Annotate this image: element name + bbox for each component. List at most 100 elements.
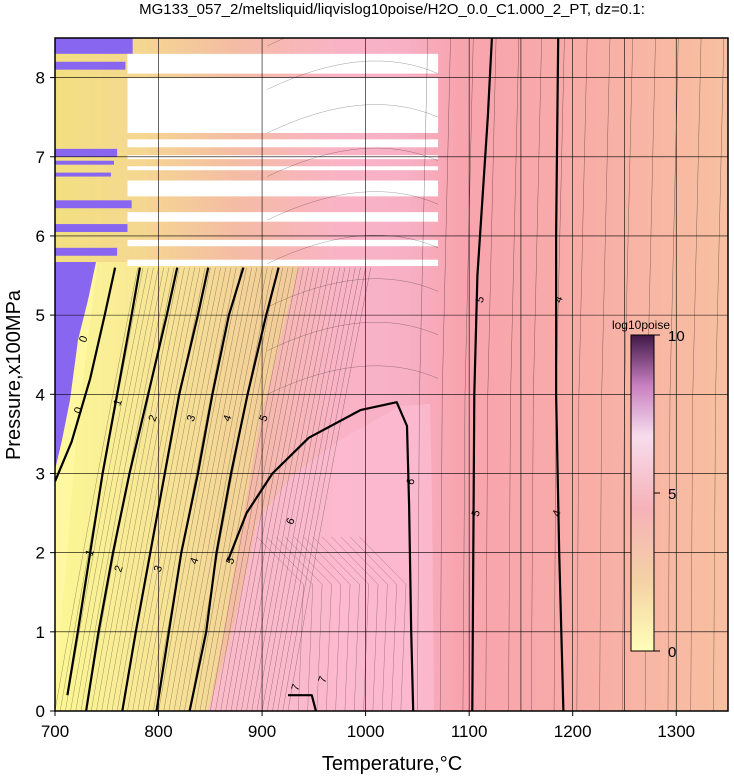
missing-data-band [127,77,439,134]
minor-contour-line [282,267,366,711]
purple-band [55,160,115,165]
y-tick-label: 2 [36,544,45,563]
missing-data-band [127,155,439,160]
contour-line-3 [121,267,210,711]
minor-contour-line [106,267,190,711]
minor-contour-line [148,267,232,711]
minor-contour-line [287,267,371,711]
y-tick-label: 1 [36,623,45,642]
minor-contour-line [111,267,195,711]
minor-contour-line [75,267,159,711]
contour-line-4 [555,38,565,711]
contour-label: 4 [550,508,563,518]
contour-label: 4 [188,556,201,566]
contour-label: 5 [257,413,270,423]
minor-contour-line [80,267,164,711]
y-tick-label: 6 [36,227,45,246]
purple-band [55,148,118,157]
y-tick-label: 3 [36,464,45,483]
major-contours [55,38,565,711]
plot-area: 0 0 1 1 2 2 3 3 4 4 5 5 6 6 7 7 5 5 4 4 [55,38,728,711]
minor-contour-line [267,322,439,351]
purple-bands [55,38,133,256]
minor-contour-line [267,365,439,395]
contour-label: 6 [284,516,297,526]
missing-data-band [127,180,439,197]
minor-contour-line [127,267,211,711]
colorbar-gradient [630,334,655,652]
contour-label: 1 [111,398,124,408]
minor-contour-line [267,267,351,711]
purple-band [55,200,132,209]
contour-label: 3 [185,413,198,423]
missing-data-band [127,212,439,222]
minor-contour-line [199,267,283,711]
y-axis: 0 1 2 3 4 5 6 7 8 [36,69,55,721]
contour-label: 5 [224,556,237,566]
minor-contour-line [204,267,289,711]
colorbar-title: log10poise [612,318,670,332]
minor-contour-line [184,267,268,711]
contour-label: 0 [72,406,85,416]
x-tick-label: 800 [144,722,172,741]
contour-label: 1 [83,548,96,558]
contour-label: 4 [221,413,234,423]
x-tick-label: 1300 [657,722,695,741]
colorbar: log10poise 0 5 10 [612,318,685,661]
minor-contour-line [168,267,252,711]
plot-frame [54,37,729,712]
colorbar-tick-label: 10 [668,328,685,345]
contour-label: 5 [470,508,483,518]
minor-contour-line [194,267,278,711]
minor-contour-line [142,267,227,711]
minor-contour-line [132,267,216,711]
contour-line-7 [288,694,317,711]
minor-contour-line [163,267,247,711]
minor-contour-line [137,267,221,711]
minor-contour-line [210,267,294,711]
minor-contour-line [241,267,325,711]
missing-data-band [127,166,439,171]
purple-band [55,224,128,232]
y-tick-label: 0 [36,702,45,721]
purple-band [55,247,118,256]
minor-contour-line [267,60,439,90]
minor-contour-line [256,267,340,711]
missing-data-band [127,139,439,148]
y-axis-title: Pressure,x100MPa [3,289,25,460]
contour-line-5 [188,267,280,711]
high-viscosity-lobe [208,404,434,711]
minor-contour-line [55,267,139,711]
contour-line-5 [471,38,493,711]
minor-contour-line [101,267,185,711]
missing-data-band [127,259,439,267]
minor-contour-line [179,267,263,711]
colorbar-ticks: 0 5 10 [654,328,685,661]
minor-contour-line [173,267,258,711]
colorbar-tick-label: 5 [668,486,676,503]
contour-labels: 0 0 1 1 2 2 3 3 4 4 5 5 6 6 7 7 5 5 4 4 [72,295,566,693]
contour-label: 4 [552,295,565,305]
missing-data-bands [127,53,439,267]
contour-label: 0 [77,334,90,344]
contour-line-0 [55,267,117,482]
x-axis: 700 800 900 1000 1100 1200 1300 [41,711,695,741]
minor-contour-line [272,267,356,711]
contour-line-1 [66,267,141,696]
chart-title: MG133_057_2/meltsliquid/liqvislog10poise… [139,1,645,18]
minor-contour-line [158,267,242,711]
contour-label: 6 [404,477,417,487]
contour-label: 3 [152,564,165,574]
contour-label: 2 [147,413,160,423]
minor-contour-line [236,267,320,711]
minor-contour-line [251,267,335,711]
minor-contour-line [65,267,149,711]
contour-label: 7 [316,675,329,685]
contour-label: 5 [474,295,487,305]
purple-band [55,172,111,177]
x-tick-label: 1200 [554,722,592,741]
minor-contour-line [267,191,439,221]
minor-contour-line [189,267,273,711]
missing-data-band [127,53,439,74]
